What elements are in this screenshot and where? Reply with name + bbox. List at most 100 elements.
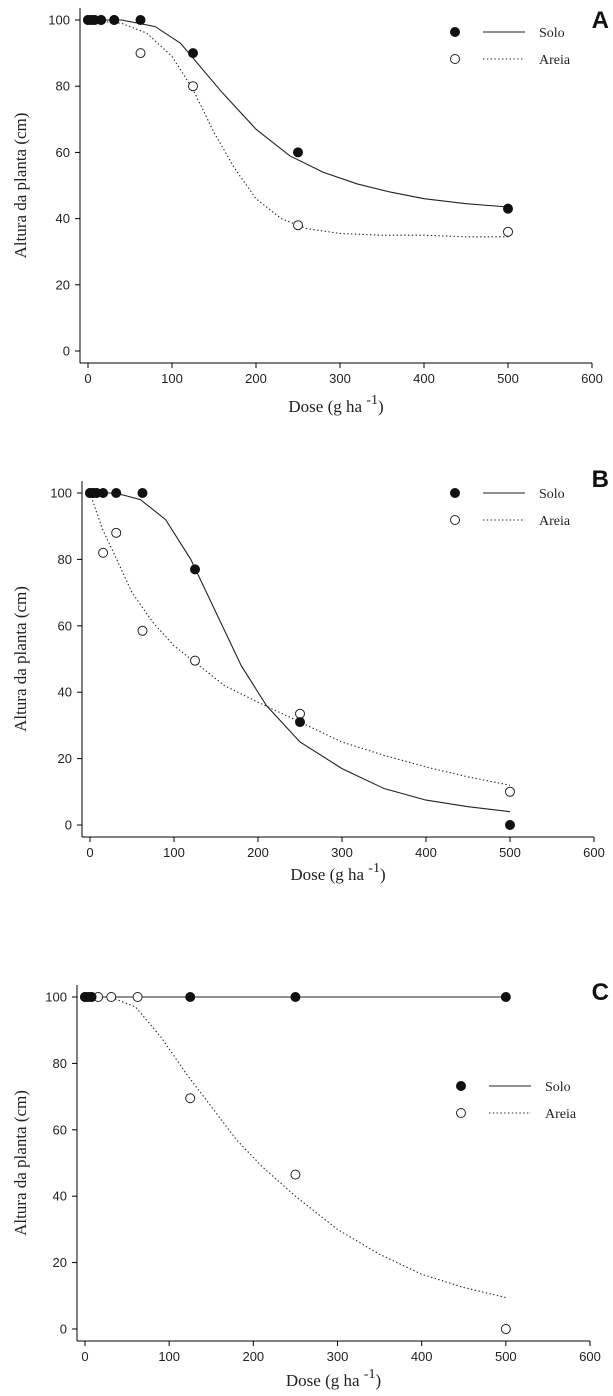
y-tick-label: 0 (60, 1322, 67, 1337)
data-point-areia (137, 625, 148, 636)
fit-line-areia (85, 996, 506, 1299)
data-point-solo (295, 717, 305, 728)
panel-letter: A (592, 7, 609, 34)
data-point-areia (185, 1093, 196, 1104)
y-tick-label: 20 (56, 277, 70, 292)
x-tick-label: 0 (84, 371, 91, 386)
x-tick-label: 300 (327, 1349, 349, 1364)
fit-line-areia (89, 492, 511, 786)
y-tick-label: 0 (63, 344, 70, 359)
data-point-solo (190, 564, 200, 575)
x-axis-label: Dose (g ha -1) (288, 393, 383, 416)
x-axis-label: Dose (g ha -1) (286, 1367, 381, 1390)
data-point-solo (185, 992, 196, 1002)
legend-label-solo: Solo (545, 1080, 571, 1095)
y-tick-label: 60 (58, 618, 72, 633)
y-tick-label: 60 (56, 145, 70, 160)
data-point-areia (503, 226, 513, 237)
panel-letter: B (592, 466, 609, 493)
legend-label-solo: Solo (539, 487, 565, 502)
legend-marker-solo (450, 27, 460, 37)
x-tick-label: 600 (579, 1349, 601, 1364)
data-point-solo (137, 488, 148, 498)
panel-letter: C (592, 979, 609, 1006)
y-tick-label: 80 (56, 79, 70, 94)
y-tick-label: 20 (58, 751, 72, 766)
legend-label-areia: Areia (545, 1107, 577, 1122)
y-axis-label: Altura da planta (cm) (11, 586, 30, 732)
legend-label-areia: Areia (539, 514, 571, 529)
x-tick-label: 300 (331, 845, 353, 860)
x-tick-label: 0 (81, 1349, 88, 1364)
x-tick-label: 0 (86, 845, 93, 860)
x-tick-label: 200 (245, 371, 267, 386)
data-point-areia (290, 1169, 301, 1180)
chart-panel-c: 0 20 40 60 80 100 0 100 200 300 400 500 600 Dose (g h… (11, 979, 609, 1390)
data-point-solo (500, 992, 511, 1002)
y-tick-label: 80 (53, 1056, 67, 1071)
data-point-areia (295, 708, 305, 719)
legend-marker-solo (450, 488, 460, 498)
x-axis-label: Dose (g ha -1) (290, 861, 385, 884)
y-tick-label: 0 (65, 818, 72, 833)
y-tick-label: 80 (58, 552, 72, 567)
chart-panel-a: 0 20 40 60 80 100 0 100 200 300 400 500 600 Dose (g h… (11, 7, 609, 416)
fit-line-solo (90, 492, 511, 813)
legend-marker-solo (456, 1081, 466, 1091)
x-tick-label: 500 (497, 371, 519, 386)
data-point-areia (98, 547, 109, 558)
x-tick-label: 200 (242, 1349, 264, 1364)
data-point-solo (98, 488, 109, 498)
data-point-solo (135, 15, 146, 25)
data-point-solo (290, 992, 301, 1002)
data-point-areia (505, 786, 515, 797)
legend-label-areia: Areia (539, 53, 571, 68)
x-tick-label: 400 (415, 845, 437, 860)
data-point-solo (293, 147, 303, 158)
data-point-areia (500, 1324, 511, 1334)
data-point-solo (505, 820, 515, 830)
data-point-areia (132, 992, 143, 1002)
y-tick-label: 100 (45, 990, 67, 1005)
fit-line-areia (87, 19, 508, 238)
x-tick-label: 300 (329, 371, 351, 386)
x-tick-label: 500 (499, 845, 521, 860)
x-tick-label: 600 (583, 845, 605, 860)
y-tick-label: 100 (50, 486, 72, 501)
data-point-areia (106, 992, 117, 1002)
fit-line-solo (88, 19, 509, 208)
legend-label-solo: Solo (539, 26, 565, 41)
y-tick-label: 40 (58, 685, 72, 700)
x-tick-label: 200 (247, 845, 269, 860)
y-tick-label: 40 (53, 1189, 67, 1204)
data-point-solo (111, 488, 122, 498)
x-tick-label: 600 (581, 371, 603, 386)
y-tick-label: 100 (48, 13, 70, 28)
y-axis-label: Altura da planta (cm) (11, 1090, 30, 1236)
y-tick-label: 20 (53, 1255, 67, 1270)
x-tick-label: 400 (413, 371, 435, 386)
legend-marker-areia (456, 1108, 466, 1118)
data-point-solo (86, 992, 97, 1002)
legend-marker-areia (450, 54, 460, 64)
chart-panel-b: 0 20 40 60 80 100 0 100 200 300 400 500 600 Dose (g h… (11, 466, 609, 884)
data-point-areia (135, 48, 146, 59)
x-tick-label: 100 (161, 371, 183, 386)
data-point-areia (293, 220, 303, 231)
data-point-areia (188, 81, 198, 92)
data-point-areia (190, 655, 200, 666)
x-tick-label: 100 (158, 1349, 180, 1364)
legend-marker-areia (450, 515, 460, 525)
data-point-solo (109, 15, 120, 25)
data-point-areia (111, 527, 122, 538)
x-tick-label: 100 (163, 845, 185, 860)
y-tick-label: 60 (53, 1122, 67, 1137)
data-point-solo (503, 203, 513, 214)
data-point-solo (188, 48, 198, 59)
x-tick-label: 500 (495, 1349, 517, 1364)
y-tick-label: 40 (56, 211, 70, 226)
y-axis-label: Altura da planta (cm) (11, 113, 30, 259)
data-point-solo (96, 15, 107, 25)
x-tick-label: 400 (411, 1349, 433, 1364)
